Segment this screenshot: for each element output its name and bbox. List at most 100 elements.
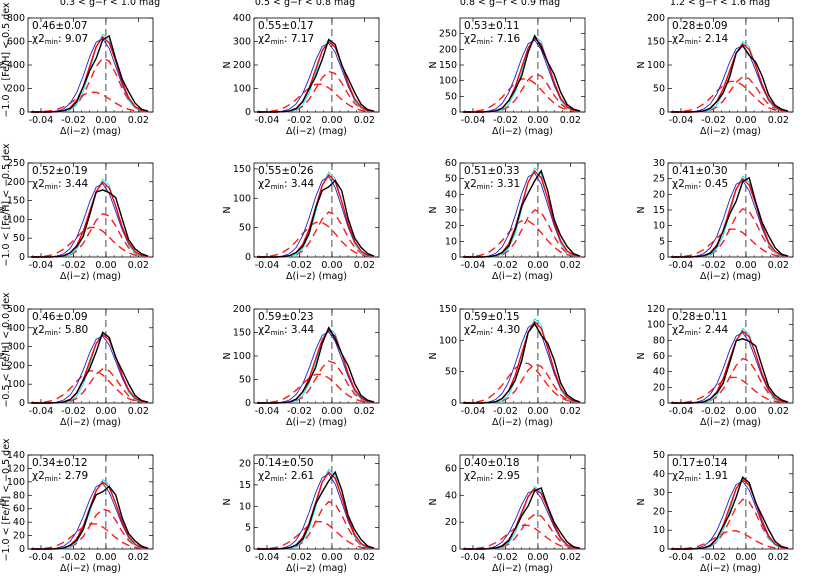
y-tick-label: 20 — [445, 517, 457, 528]
row-label-1: −1.0 < [Fe/H] < 0.5 dex — [1, 2, 12, 117]
x-tick-label: 0.00 — [735, 260, 756, 271]
y-axis-label: N — [428, 61, 439, 68]
y-tick-label: 0 — [659, 398, 665, 409]
chi2-label: χ2min: 9.07 — [32, 33, 88, 46]
observed-histogram — [257, 179, 375, 258]
y-tick-label: 20 — [653, 506, 665, 517]
x-tick-label: -0.04 — [461, 552, 486, 563]
x-tick-label: 0.02 — [768, 406, 789, 417]
x-tick-label: 0.00 — [95, 406, 116, 417]
y-tick-label: 150 — [7, 196, 25, 207]
x-tick-label: -0.04 — [461, 406, 486, 417]
component-curve-2 — [671, 228, 789, 258]
panel-1-1: -0.04 -0.02 0.00 0.02 0 200 400 600 800 Δ(i−z) (m… — [0, 13, 154, 137]
x-tick-label: 0.02 — [128, 115, 149, 126]
y-tick-label: 50 — [445, 91, 457, 102]
x-tick-label: 0.02 — [128, 552, 149, 563]
x-axis-label: Δ(i−z) (mag) — [60, 126, 121, 137]
fit-parameter-label: 0.46±0.07 — [32, 20, 88, 32]
y-tick-label: 50 — [653, 84, 665, 95]
component-curve-1 — [257, 211, 375, 258]
panel-frame — [459, 162, 586, 258]
y-tick-label: 400 — [233, 13, 251, 24]
x-tick-label: -0.04 — [255, 552, 280, 563]
y-axis-label: N — [636, 352, 647, 359]
chi2-label: χ2min: 3.44 — [32, 178, 89, 191]
x-tick-label: -0.04 — [461, 260, 486, 271]
x-tick-label: 0.02 — [768, 552, 789, 563]
y-tick-label: 200 — [233, 60, 251, 71]
component-curve-1 — [463, 209, 581, 258]
row-label-2: −1.0 < [Fe/H] < −0.5 dex — [1, 143, 12, 266]
y-tick-label: 80 — [13, 490, 25, 501]
x-tick-label: -0.02 — [493, 552, 518, 563]
y-tick-label: 200 — [647, 13, 665, 24]
chi2-label: χ2min: 3.44 — [258, 324, 315, 337]
x-axis-label: Δ(i−z) (mag) — [286, 417, 347, 428]
y-axis-label: N — [636, 206, 647, 213]
y-tick-label: 100 — [439, 76, 457, 87]
x-tick-label: 0.02 — [560, 260, 581, 271]
chi2-label: χ2min: 2.79 — [32, 470, 88, 483]
y-tick-label: 40 — [653, 367, 665, 378]
y-tick-label: 0 — [659, 252, 665, 263]
panel-1-4: -0.04 -0.02 0.00 0.02 0 50 100 150 200 Δ(i−z) (ma… — [636, 13, 794, 137]
fit-parameter-label: 0.59±0.15 — [464, 311, 520, 323]
x-tick-label: -0.02 — [701, 406, 726, 417]
panel-1-3: -0.04 -0.02 0.00 0.02 0 50 100 150 200 250 Δ(i−z) … — [428, 17, 586, 137]
y-tick-label: 20 — [653, 382, 665, 393]
y-axis-label: N — [222, 498, 233, 505]
fit-parameter-label: 0.59±0.23 — [258, 311, 314, 323]
x-tick-label: 0.00 — [95, 115, 116, 126]
y-tick-label: 20 — [239, 459, 251, 470]
observed-histogram — [671, 476, 789, 550]
y-axis-label: N — [428, 498, 439, 505]
y-tick-label: 300 — [7, 342, 25, 353]
y-tick-label: 300 — [233, 37, 251, 48]
x-tick-label: -0.04 — [29, 260, 54, 271]
y-tick-label: 120 — [647, 304, 665, 315]
x-tick-label: 0.02 — [128, 406, 149, 417]
y-tick-label: 0 — [451, 544, 457, 555]
x-tick-label: -0.02 — [701, 552, 726, 563]
x-tick-label: 0.00 — [735, 552, 756, 563]
x-axis-label: Δ(i−z) (mag) — [492, 417, 553, 428]
x-axis-label: Δ(i−z) (mag) — [492, 271, 553, 282]
panel-2-3: -0.04 -0.02 0.00 0.02 0 10 20 30 40 50 60 Δ(i−z) (m… — [428, 158, 586, 282]
y-axis-label: N — [0, 61, 7, 68]
y-tick-label: 0 — [245, 544, 251, 555]
y-tick-label: 120 — [7, 463, 25, 474]
y-tick-label: 0 — [19, 544, 25, 555]
x-tick-label: -0.04 — [669, 260, 694, 271]
panel-frame — [667, 454, 794, 550]
component-curve-2 — [31, 523, 149, 550]
y-tick-label: 60 — [445, 463, 457, 474]
observed-histogram — [257, 326, 375, 404]
panel-4-4: -0.04 -0.02 0.00 0.02 0 10 20 30 40 50 Δ(i−z) (mag… — [636, 450, 794, 574]
chi2-label: χ2min: 2.61 — [258, 470, 314, 483]
observed-histogram — [257, 470, 375, 550]
y-tick-label: 50 — [445, 367, 457, 378]
panel-3-1: -0.04 -0.02 0.00 0.02 0 100 200 300 400 500 Δ(i−z)… — [0, 304, 154, 428]
column-title-4: 1.2 < g−r < 1.6 mag — [670, 0, 770, 8]
panel-2-2: -0.04 -0.02 0.00 0.02 0 50 100 150 Δ(i−z) (mag) N… — [222, 162, 380, 282]
y-tick-label: 0 — [245, 107, 251, 118]
y-tick-label: 150 — [233, 164, 251, 175]
x-tick-label: -0.04 — [255, 406, 280, 417]
y-tick-label: 200 — [7, 177, 25, 188]
model-curve — [31, 180, 149, 258]
y-tick-label: 200 — [7, 360, 25, 371]
fit-parameter-label: 0.55±0.17 — [258, 20, 314, 32]
y-tick-label: 150 — [439, 60, 457, 71]
y-tick-label: 10 — [239, 501, 251, 512]
y-tick-label: 30 — [445, 205, 457, 216]
x-tick-label: 0.02 — [354, 260, 375, 271]
panel-4-3: -0.04 -0.02 0.00 0.02 0 20 40 60 Δ(i−z) (mag) N 0.… — [428, 454, 586, 574]
panel-frame — [459, 454, 586, 550]
row-label-3: −0.5 < [Fe/H] < 0.0 dex — [1, 292, 12, 407]
y-tick-label: 20 — [653, 189, 665, 200]
chi2-label: χ2min: 3.44 — [258, 178, 315, 191]
fit-parameter-label: 0.34±0.12 — [32, 457, 88, 469]
observed-histogram — [31, 485, 149, 550]
